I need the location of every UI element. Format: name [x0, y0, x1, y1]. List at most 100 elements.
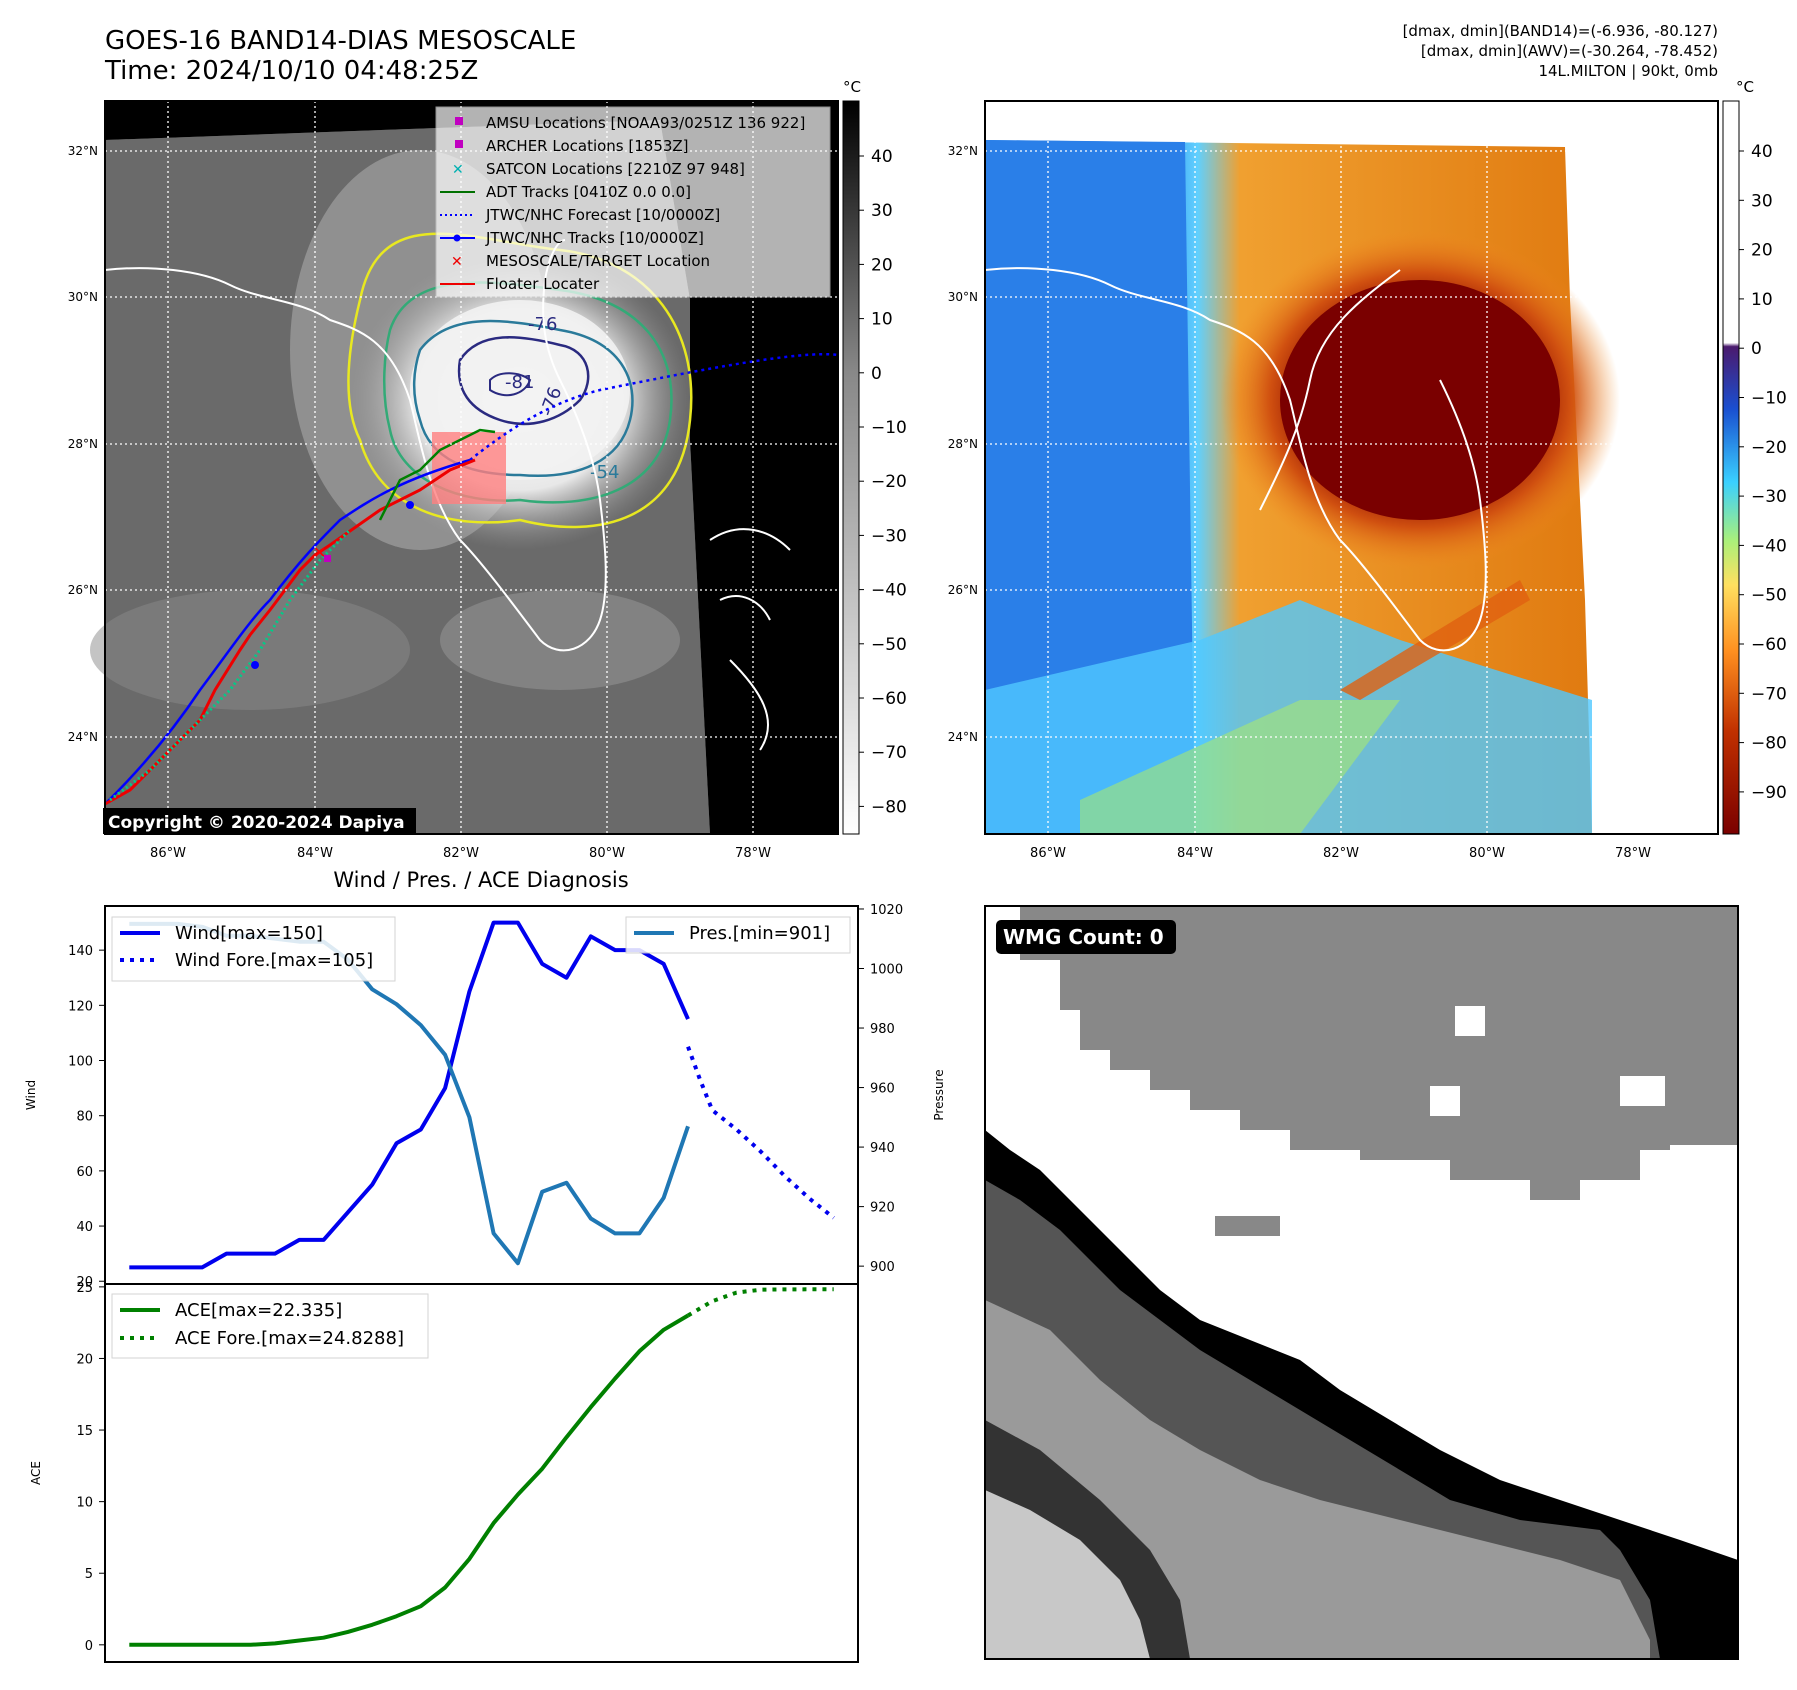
- colorbar-tick: 0: [1751, 339, 1762, 359]
- lon-label: 86°W: [150, 846, 186, 861]
- y-tick-label: 140: [68, 944, 93, 959]
- wv-lat-labels: 32°N 30°N 28°N 26°N 24°N: [948, 144, 978, 744]
- lon-label: 78°W: [735, 846, 771, 861]
- contour-label: -81: [505, 372, 534, 393]
- y-right-tick-label: 980: [870, 1022, 895, 1037]
- colorbar-tick: −60: [871, 689, 907, 709]
- wv-colorbar: °C 40 30 20 10 0 −10 −20 −30 −40 −50 −60 −70 −80 −90: [1722, 78, 1787, 835]
- y-tick-label: 15: [76, 1424, 93, 1439]
- legend-amsu-marker: [455, 117, 463, 125]
- ace-chart: ACE 0 5 10 15 20 25 ACE[max=22.335] ACE Fore.…: [29, 1281, 859, 1663]
- map-lat-labels: 32°N 30°N 28°N 26°N 24°N: [68, 144, 98, 744]
- legend-entries: AMSU Locations [NOAA93/0251Z 136 922] AR…: [440, 114, 805, 293]
- coastline: [104, 239, 607, 652]
- colorbar-tick: −90: [1751, 783, 1787, 803]
- y-tick-label: 5: [85, 1567, 93, 1582]
- awv-range: [dmax, dmin](AWV)=(-30.264, -78.452): [1420, 42, 1718, 60]
- colorbar-ticks: 40 30 20 10 0 −10 −20 −30 −40 −50 −60 −70 −80 −90: [1739, 142, 1787, 803]
- colorbar-tick: −20: [871, 472, 907, 492]
- wv-lon-labels: 86°W 84°W 82°W 80°W 78°W: [1030, 846, 1651, 861]
- colorbar-unit: °C: [1736, 78, 1754, 96]
- y-tick-label: 120: [68, 999, 93, 1014]
- lon-label: 80°W: [589, 846, 625, 861]
- lat-label: 24°N: [948, 730, 978, 744]
- legend-pressure: Pres.[min=901]: [689, 923, 830, 944]
- lat-label: 30°N: [68, 290, 98, 304]
- floater-track: [104, 458, 476, 806]
- wind-legend: [111, 916, 396, 982]
- colorbar-tick: −50: [1751, 586, 1787, 606]
- best-track: [104, 458, 471, 805]
- legend-ace: ACE[max=22.335]: [175, 1300, 342, 1321]
- wmg-region-pale: [985, 1490, 1150, 1659]
- map-legend: [435, 106, 831, 298]
- y-tick-label: 40: [76, 1220, 93, 1235]
- map-lon-labels: 86°W 84°W 82°W 80°W 78°W: [150, 846, 771, 861]
- wmg-count-label: WMG Count: 0: [1003, 925, 1164, 949]
- lat-label: 24°N: [68, 730, 98, 744]
- wmg-panel: WMG Count: 0: [984, 905, 1739, 1660]
- lon-label: 86°W: [1030, 846, 1066, 861]
- colorbar-tick: −80: [1751, 734, 1787, 754]
- y-right-tick-label: 1020: [870, 903, 903, 918]
- chart-title: Wind / Pres. / ACE Diagnosis: [333, 868, 628, 892]
- colorbar-tick: −10: [1751, 389, 1787, 409]
- ace-axis-label: ACE: [29, 1461, 43, 1485]
- series-line-ace: [129, 1313, 690, 1647]
- figure-title: GOES-16 BAND14-DIAS MESOSCALE: [105, 26, 577, 56]
- lon-label: 84°W: [1177, 846, 1213, 861]
- colorbar-ticks: 40 30 20 10 0 −10 −20 −30 −40 −50 −60 −70 −80: [859, 147, 907, 817]
- legend-target-marker: ✕: [451, 254, 463, 270]
- lat-label: 32°N: [948, 144, 978, 158]
- colorbar-tick: −60: [1751, 635, 1787, 655]
- lon-label: 78°W: [1615, 846, 1651, 861]
- colorbar-tick: 10: [1751, 290, 1773, 310]
- y-right-tick-label: 1000: [870, 963, 903, 978]
- legend-satcon-marker: ✕: [452, 162, 464, 178]
- y-tick-label: 20: [76, 1352, 93, 1367]
- colorbar-tick: −20: [1751, 438, 1787, 458]
- wind-pressure-chart: Wind Pressure 20 40 60 80 100 120 140 900 920 94…: [24, 903, 946, 1290]
- y-tick-label: 25: [76, 1281, 93, 1296]
- colorbar-tick: −30: [1751, 487, 1787, 507]
- y-tick-label: 10: [76, 1496, 93, 1511]
- legend-archer: ARCHER Locations [1853Z]: [486, 137, 689, 155]
- contour-label: -76: [528, 314, 557, 335]
- lat-label: 26°N: [68, 583, 98, 597]
- storm-info: 14L.MILTON | 90kt, 0mb: [1538, 62, 1718, 80]
- colorbar-tick: −40: [1751, 536, 1787, 556]
- lat-label: 30°N: [948, 290, 978, 304]
- series-line-wind: [129, 920, 690, 1270]
- colorbar-tick: 20: [1751, 241, 1773, 261]
- copyright-text: Copyright © 2020-2024 Dapiya: [108, 813, 405, 833]
- legend-wind: Wind[max=150]: [175, 923, 323, 944]
- lon-label: 80°W: [1469, 846, 1505, 861]
- lat-label: 26°N: [948, 583, 978, 597]
- wmg-region-gray: [1020, 906, 1738, 1200]
- pressure-axis-label: Pressure: [932, 1069, 946, 1120]
- y-tick-label: 80: [76, 1110, 93, 1125]
- y-right-tick-label: 900: [870, 1260, 895, 1275]
- lon-label: 82°W: [1323, 846, 1359, 861]
- colorbar-tick: 40: [1751, 142, 1773, 162]
- legend-target: MESOSCALE/TARGET Location: [486, 252, 710, 270]
- colorbar-tick: 10: [871, 310, 893, 330]
- lon-label: 84°W: [297, 846, 333, 861]
- adt-track: [378, 428, 496, 521]
- ace-legend: [111, 1293, 429, 1359]
- wind-axis-label: Wind: [24, 1080, 38, 1110]
- legend-archer-marker: [455, 140, 463, 148]
- wv-gridlines: [985, 101, 1718, 834]
- lon-label: 82°W: [443, 846, 479, 861]
- colorbar-tick: −10: [871, 418, 907, 438]
- legend-amsu: AMSU Locations [NOAA93/0251Z 136 922]: [486, 114, 805, 132]
- legend-floater: Floater Locater: [486, 275, 600, 293]
- colorbar-tick: 30: [871, 201, 893, 221]
- legend-forecast: JTWC/NHC Forecast [10/0000Z]: [485, 206, 720, 224]
- legend-adt: ADT Tracks [0410Z 0.0 0.0]: [486, 183, 691, 201]
- contour-label: -54: [590, 462, 619, 483]
- colorbar-tick: 0: [871, 364, 882, 384]
- colorbar-unit: °C: [843, 78, 861, 96]
- colorbar-tick: −30: [871, 526, 907, 546]
